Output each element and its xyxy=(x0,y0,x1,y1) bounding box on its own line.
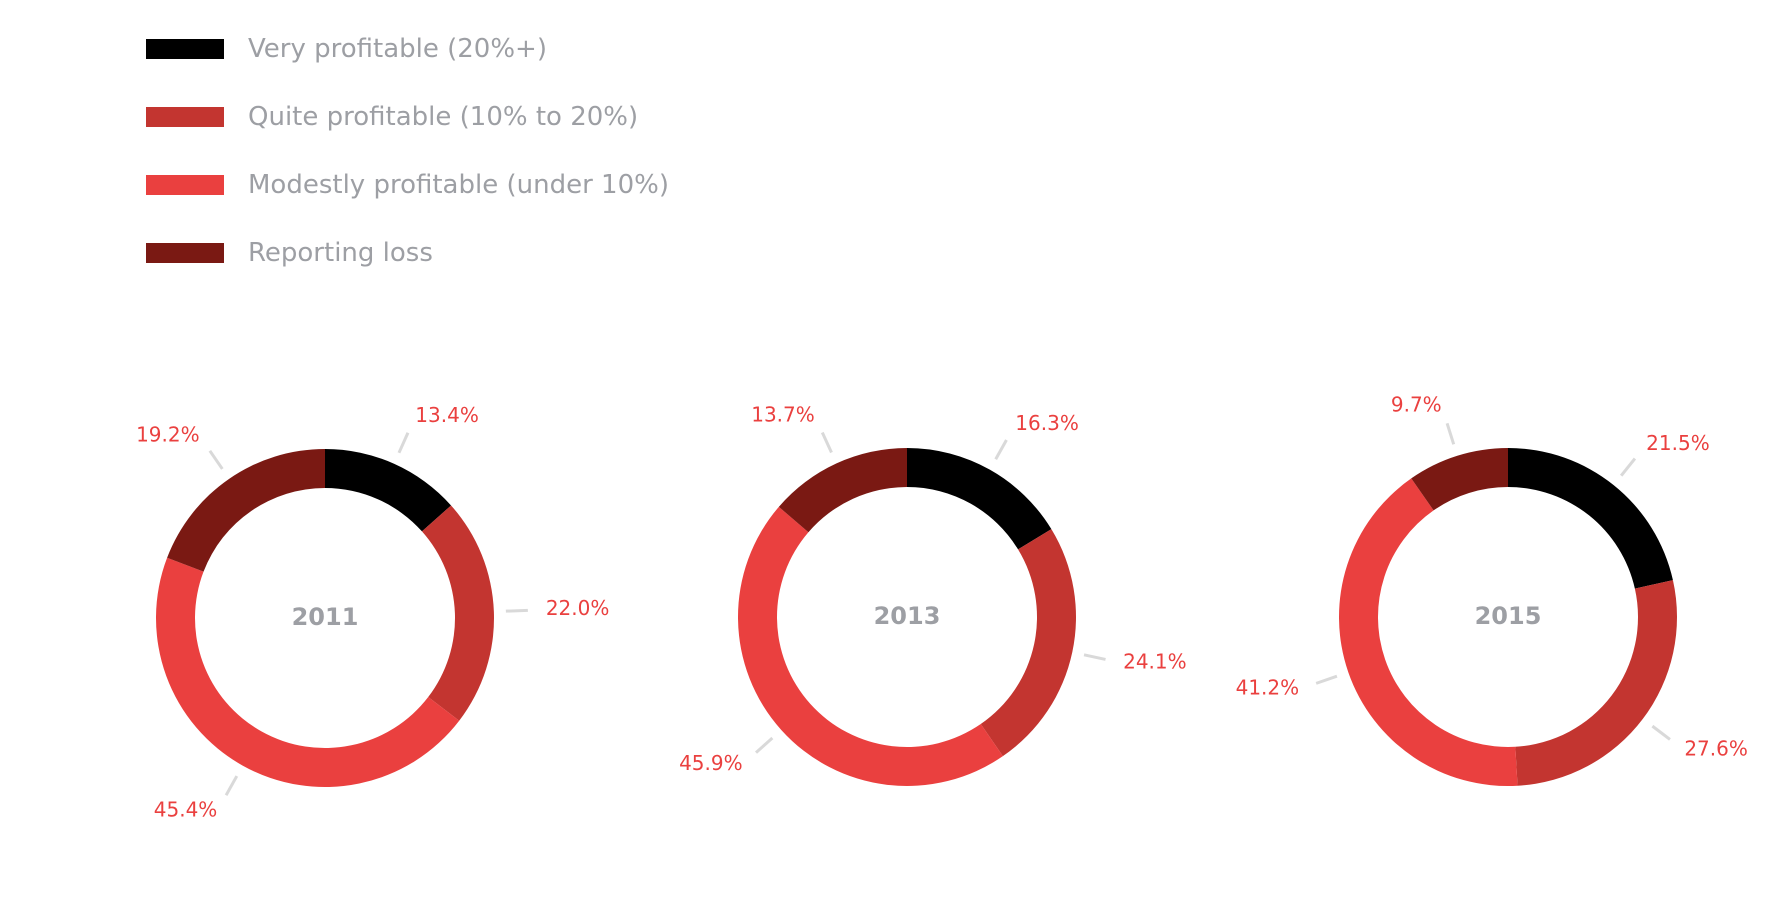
leader-line xyxy=(1315,674,1338,685)
slice-quite-profitable xyxy=(421,505,495,721)
data-label-modestly-profitable: 45.9% xyxy=(679,751,743,775)
center-year-label: 2011 xyxy=(292,603,359,631)
data-label-very-profitable: 16.3% xyxy=(1015,411,1079,435)
legend-label: Reporting loss xyxy=(248,238,433,268)
data-label-very-profitable: 13.4% xyxy=(415,403,479,427)
donut-2015: 21.5% 27.6% 41.2% 9.7% 2015 xyxy=(1236,393,1748,786)
center-year-label: 2013 xyxy=(874,602,941,630)
slice-quite-profitable xyxy=(1515,580,1677,786)
legend-label: Quite profitable (10% to 20%) xyxy=(248,102,639,132)
leader-line xyxy=(505,608,528,613)
data-label-reporting-loss: 13.7% xyxy=(751,403,815,427)
legend-label: Modestly profitable (under 10%) xyxy=(248,170,669,200)
center-year-label: 2015 xyxy=(1475,602,1542,630)
donut-2011: 13.4% 22.0% 45.4% 19.2% 2011 xyxy=(136,403,609,822)
legend-swatch xyxy=(146,243,224,263)
leader-line xyxy=(994,439,1008,460)
leader-line xyxy=(208,449,224,470)
slice-modestly-profitable xyxy=(737,506,1003,787)
slice-very-profitable xyxy=(907,448,1052,550)
leader-line xyxy=(820,431,833,454)
legend-swatch xyxy=(146,175,224,195)
slice-very-profitable xyxy=(1508,447,1673,589)
leader-line xyxy=(1445,422,1456,445)
slice-reporting-loss xyxy=(167,449,325,572)
data-label-very-profitable: 21.5% xyxy=(1646,431,1710,455)
leader-line xyxy=(1083,653,1106,661)
leader-line xyxy=(397,432,410,454)
data-label-quite-profitable: 24.1% xyxy=(1123,650,1187,674)
data-label-modestly-profitable: 41.2% xyxy=(1236,676,1300,700)
leader-line xyxy=(1651,724,1671,741)
data-label-quite-profitable: 27.6% xyxy=(1684,737,1748,761)
legend-label: Very profitable (20%+) xyxy=(248,34,547,64)
leader-line xyxy=(754,736,774,754)
slice-modestly-profitable xyxy=(1338,478,1518,786)
slice-reporting-loss xyxy=(778,448,907,533)
slice-very-profitable xyxy=(325,449,452,532)
data-label-reporting-loss: 19.2% xyxy=(136,422,200,446)
donut-2013: 16.3% 24.1% 45.9% 13.7% 2013 xyxy=(679,403,1187,787)
data-label-modestly-profitable: 45.4% xyxy=(154,797,218,821)
legend-swatch xyxy=(146,107,224,127)
data-label-reporting-loss: 9.7% xyxy=(1391,393,1442,417)
data-label-quite-profitable: 22.0% xyxy=(546,596,610,620)
legend-swatch xyxy=(146,39,224,59)
leader-line xyxy=(224,775,239,797)
slice-reporting-loss xyxy=(1411,448,1508,511)
slice-quite-profitable xyxy=(980,529,1076,757)
slice-modestly-profitable xyxy=(155,557,460,788)
leader-line xyxy=(1619,457,1637,477)
